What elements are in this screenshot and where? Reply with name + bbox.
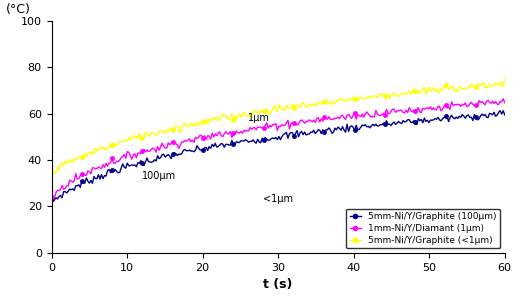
Text: (°C): (°C) bbox=[6, 3, 31, 17]
Text: 100μm: 100μm bbox=[142, 171, 176, 181]
X-axis label: t (s): t (s) bbox=[263, 278, 293, 291]
Text: <1μm: <1μm bbox=[263, 194, 293, 204]
Text: 1μm: 1μm bbox=[248, 113, 270, 123]
Legend: 5mm-Ni/Y/Graphite (100μm), 1mm-Ni/Y/Diamant (1μm), 5mm-Ni/Y/Graphite (<1μm): 5mm-Ni/Y/Graphite (100μm), 1mm-Ni/Y/Diam… bbox=[347, 209, 500, 248]
